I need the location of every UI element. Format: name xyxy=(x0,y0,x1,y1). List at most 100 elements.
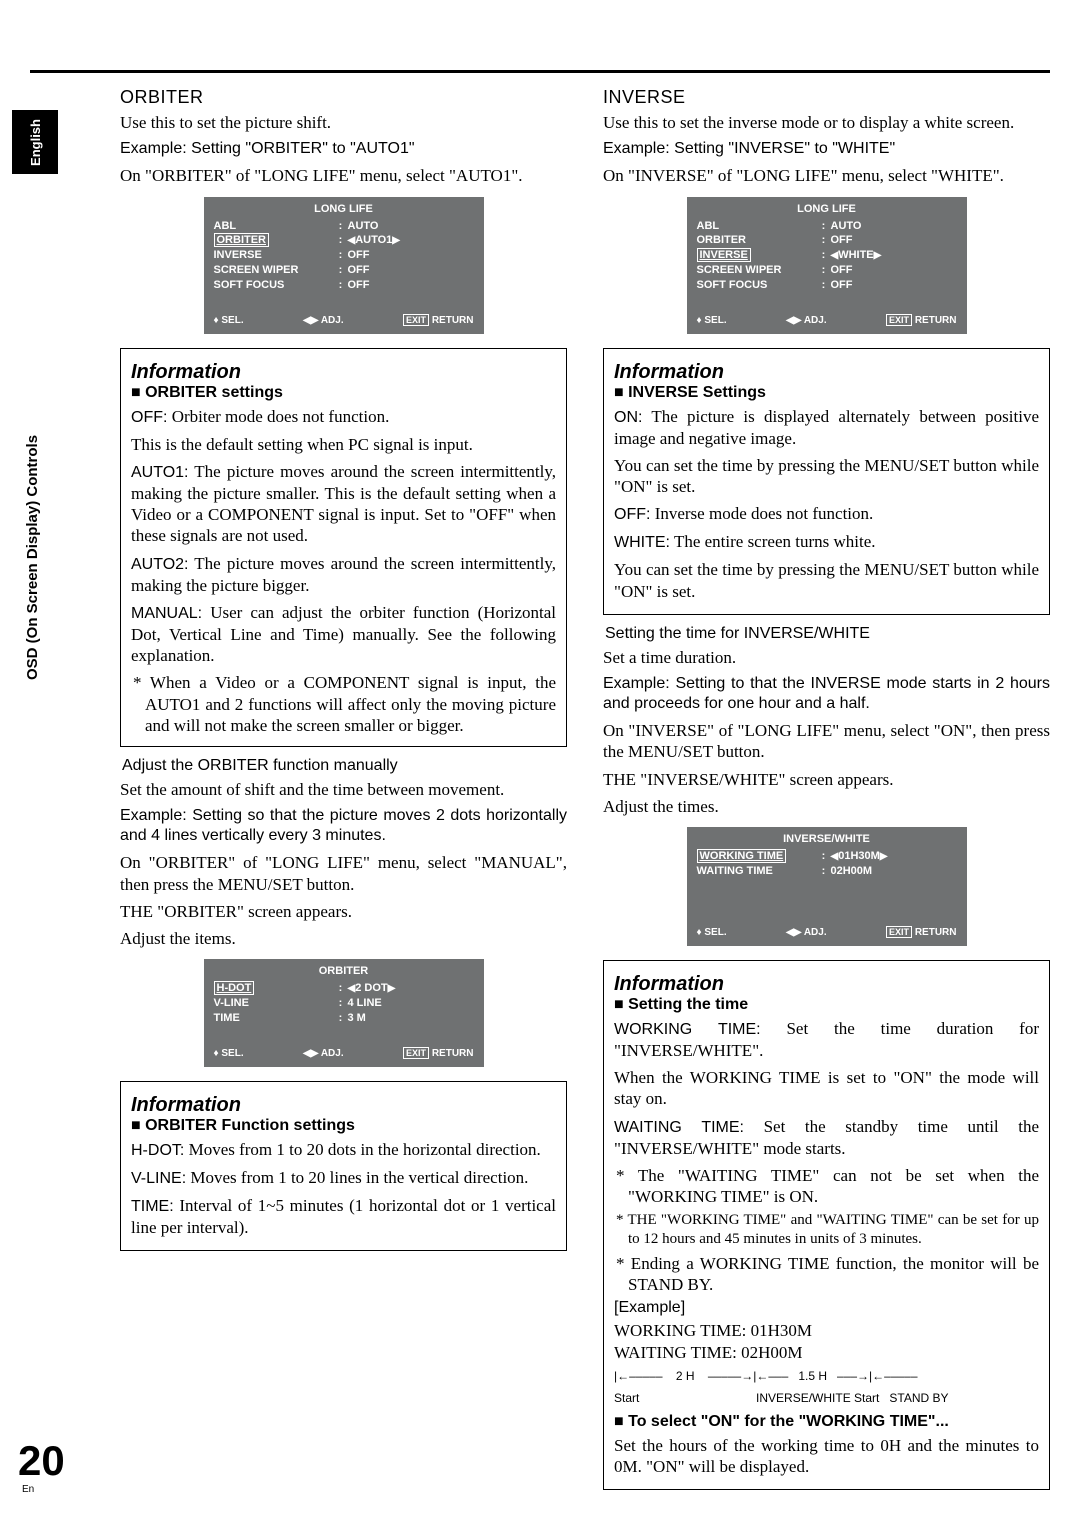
right-column: INVERSE Use this to set the inverse mode… xyxy=(603,87,1050,1500)
osd-footer: ♦ SEL.◀▶ ADJ.EXIT RETURN xyxy=(214,1048,474,1059)
info-runin: OFF: xyxy=(131,409,167,426)
info-p: WHITE: The entire screen turns white. xyxy=(614,531,1039,553)
settime-heading: Setting the time for INVERSE/WHITE xyxy=(605,625,1050,643)
osd-colon: : xyxy=(334,1011,348,1026)
info-runin: H-DOT: xyxy=(131,1142,184,1159)
info-runin: MANUAL: xyxy=(131,605,202,622)
inverse-title: INVERSE xyxy=(603,87,1050,108)
info-p: When the WORKING TIME is set to "ON" the… xyxy=(614,1067,1039,1110)
osd-row-label: H-DOT xyxy=(214,981,334,996)
osd-row-value-text: WHITE xyxy=(838,249,873,261)
info-title: Information xyxy=(131,361,556,384)
info-p: WORKING TIME: Set the time duration for … xyxy=(614,1018,1039,1061)
osd-adj: ◀▶ ADJ. xyxy=(786,927,827,938)
adjust-p: Set the amount of shift and the time bet… xyxy=(120,779,567,800)
osd-row-value-text: 2 DOT xyxy=(355,982,387,994)
osd-sel-text: SEL. xyxy=(704,315,726,326)
osd-row-label-hl: ORBITER xyxy=(214,233,270,247)
osd-orbiter: ORBITER H-DOT:◀2 DOT▶ V-LINE:4 LINE TIME… xyxy=(204,959,484,1067)
osd-adj-text: ADJ. xyxy=(321,1048,344,1059)
example-line: WAITING TIME: 02H00M xyxy=(614,1343,1039,1363)
info-text: The picture is displayed alternately bet… xyxy=(614,407,1039,448)
osd-colon: : xyxy=(334,233,348,248)
osd-row-value: OFF xyxy=(348,263,474,278)
osd-sel-text: SEL. xyxy=(704,927,726,938)
osd-row-label: ABL xyxy=(214,219,334,234)
osd-colon: : xyxy=(817,248,831,263)
info-note: * THE "WORKING TIME" and "WAITING TIME" … xyxy=(628,1211,1039,1249)
adjust-p: On "ORBITER" of "LONG LIFE" menu, select… xyxy=(120,852,567,895)
osd-inverse-white: INVERSE/WHITE WORKING TIME:◀01H30M▶ WAIT… xyxy=(687,827,967,946)
info-text: The picture moves around the screen inte… xyxy=(131,554,556,595)
info-p: TIME: Interval of 1~5 minutes (1 horizon… xyxy=(131,1195,556,1238)
osd-colon: : xyxy=(334,248,348,263)
info-title: Information xyxy=(614,361,1039,384)
timeline-row: Start INVERSE/WHITE Start STAND BY xyxy=(614,1391,1039,1407)
osd-return: EXIT RETURN xyxy=(403,315,473,326)
osd-row-label: SCREEN WIPER xyxy=(214,263,334,278)
osd-row-label: ABL xyxy=(697,219,817,234)
osd-sel: ♦ SEL. xyxy=(697,927,727,938)
info-note: * When a Video or a COMPONENT signal is … xyxy=(145,672,556,736)
osd-row-value: ◀2 DOT▶ xyxy=(348,981,474,996)
osd-row-label: ORBITER xyxy=(214,233,334,248)
osd-row-label-hl: H-DOT xyxy=(214,981,255,995)
info-setting-time: Information Setting the time WORKING TIM… xyxy=(603,960,1050,1490)
osd-footer: ♦ SEL.◀▶ ADJ.EXIT RETURN xyxy=(697,315,957,326)
info-runin: OFF: xyxy=(614,506,650,523)
info-text: Interval of 1~5 minutes (1 horizontal do… xyxy=(131,1196,556,1237)
osd-row-value-text: AUTO1 xyxy=(355,234,392,246)
info-text: Moves from 1 to 20 lines in the vertical… xyxy=(186,1168,528,1187)
osd-row-value: ◀WHITE▶ xyxy=(831,248,957,263)
osd-row-value: AUTO xyxy=(348,219,474,234)
osd-adj: ◀▶ ADJ. xyxy=(303,1048,344,1059)
osd-return-text: RETURN xyxy=(915,927,957,938)
orbiter-example: Example: Setting "ORBITER" to "AUTO1" xyxy=(120,139,567,159)
osd-colon: : xyxy=(817,864,831,879)
osd-longlife-inverse: LONG LIFE ABL:AUTO ORBITER:OFF INVERSE:◀… xyxy=(687,197,967,334)
orbiter-intro: Use this to set the picture shift. xyxy=(120,112,567,133)
osd-colon: : xyxy=(334,278,348,293)
settime-p: THE "INVERSE/WHITE" screen appears. xyxy=(603,769,1050,790)
top-rule xyxy=(30,70,1050,73)
settime-example: Example: Setting to that the INVERSE mod… xyxy=(603,674,1050,714)
info-runin: AUTO1: xyxy=(131,464,189,481)
osd-adj: ◀▶ ADJ. xyxy=(303,315,344,326)
osd-title: LONG LIFE xyxy=(214,203,474,215)
settime-p: On "INVERSE" of "LONG LIFE" menu, select… xyxy=(603,720,1050,763)
osd-sel: ♦ SEL. xyxy=(697,315,727,326)
osd-colon: : xyxy=(334,996,348,1011)
inverse-example: Example: Setting "INVERSE" to "WHITE" xyxy=(603,139,1050,159)
info-p: ON: The picture is displayed alternately… xyxy=(614,406,1039,449)
info-sub: To select "ON" for the "WORKING TIME"... xyxy=(614,1413,1039,1431)
osd-sel: ♦ SEL. xyxy=(214,315,244,326)
info-p: Set the hours of the working time to 0H … xyxy=(614,1435,1039,1478)
settime-p: Adjust the times. xyxy=(603,796,1050,817)
info-p: You can set the time by pressing the MEN… xyxy=(614,559,1039,602)
timeline-row: |←––––– 2 H –––––→|←––– 1.5 H –––→|←––––… xyxy=(614,1369,1039,1385)
osd-row-label: SCREEN WIPER xyxy=(697,263,817,278)
osd-sel-text: SEL. xyxy=(221,315,243,326)
osd-row-value: 02H00M xyxy=(831,864,957,879)
info-runin: WHITE: xyxy=(614,534,670,551)
osd-colon: : xyxy=(817,849,831,864)
info-text: The entire screen turns white. xyxy=(670,532,876,551)
info-p: H-DOT: Moves from 1 to 20 dots in the ho… xyxy=(131,1139,556,1161)
osd-adj-text: ADJ. xyxy=(804,315,827,326)
osd-row-label: WORKING TIME xyxy=(697,849,817,864)
osd-longlife-orbiter: LONG LIFE ABL:AUTO ORBITER:◀AUTO1▶ INVER… xyxy=(204,197,484,334)
osd-row-label: ORBITER xyxy=(697,233,817,248)
osd-row-value: AUTO xyxy=(831,219,957,234)
info-runin: WORKING TIME: xyxy=(614,1021,761,1038)
info-title: Information xyxy=(131,1094,556,1117)
osd-adj-text: ADJ. xyxy=(804,927,827,938)
osd-adj-text: ADJ. xyxy=(321,315,344,326)
osd-title: LONG LIFE xyxy=(697,203,957,215)
info-sub: INVERSE Settings xyxy=(614,384,1039,402)
left-column: ORBITER Use this to set the picture shif… xyxy=(120,87,567,1500)
osd-row-value: OFF xyxy=(348,248,474,263)
osd-return-text: RETURN xyxy=(432,315,474,326)
osd-row-value: OFF xyxy=(348,278,474,293)
info-sub: Setting the time xyxy=(614,996,1039,1014)
osd-colon: : xyxy=(334,219,348,234)
